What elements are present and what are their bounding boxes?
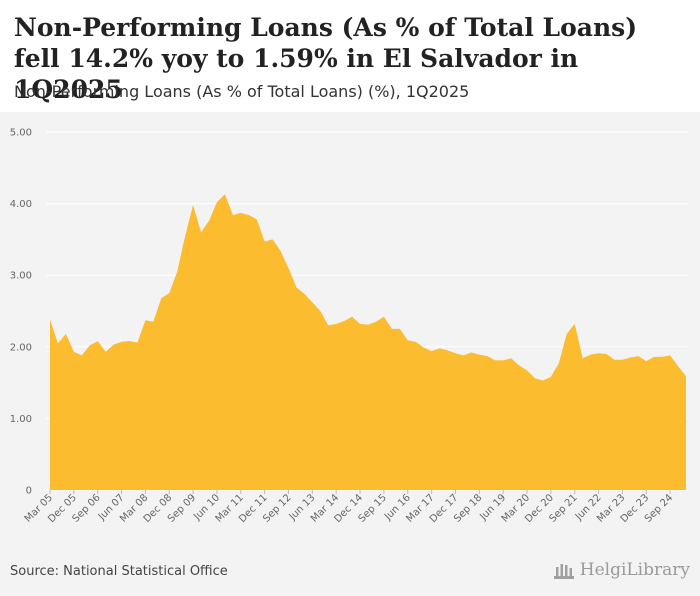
footer: Source: National Statistical Office Helg…: [0, 552, 700, 596]
y-tick-label: 0: [26, 486, 32, 497]
chart-subtitle: Non-Performing Loans (As % of Total Loan…: [14, 82, 470, 101]
chart-title: Non-Performing Loans (As % of Total Loan…: [14, 13, 638, 104]
y-tick-label: 5.00: [10, 128, 32, 139]
y-tick-label: 1.00: [10, 414, 32, 425]
header: Non-Performing Loans (As % of Total Loan…: [0, 0, 700, 112]
library-building-icon: [553, 564, 574, 579]
helgi-library-logo: HelgiLibrary: [553, 560, 690, 580]
y-axis-labels: 0 1.00 2.00 3.00 4.00 5.00: [10, 128, 32, 497]
area-series: [50, 194, 686, 490]
source-note: Source: National Statistical Office: [10, 564, 228, 579]
y-tick-label: 4.00: [10, 199, 32, 210]
brand-name: HelgiLibrary: [579, 560, 690, 580]
y-tick-label: 3.00: [10, 271, 32, 282]
y-tick-label: 2.00: [10, 342, 32, 353]
